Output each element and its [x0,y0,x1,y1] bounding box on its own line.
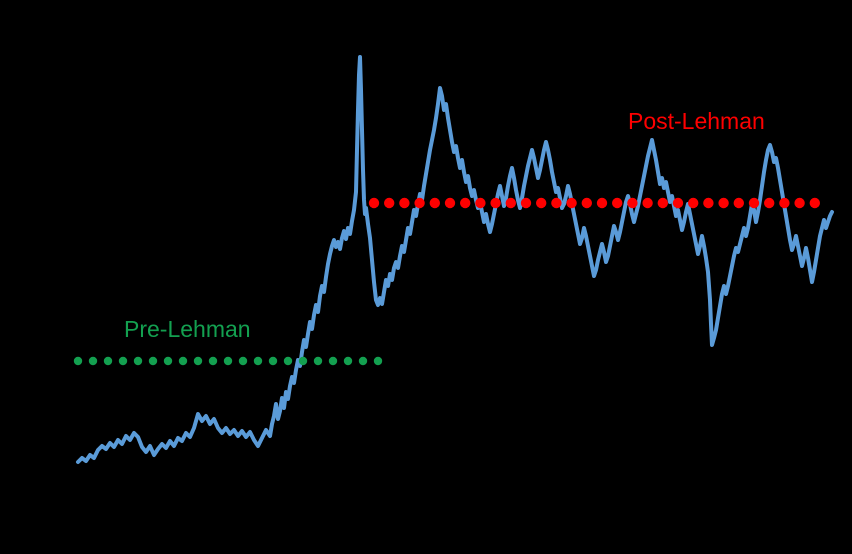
reference-line-dot [384,197,395,209]
reference-line-dot [764,197,775,209]
reference-line-dot [399,197,410,209]
reference-line-dot [368,197,380,209]
reference-line-dot [551,197,562,209]
reference-line-dot [460,197,471,209]
reference-line-dot [238,356,248,366]
reference-line-dot [208,356,218,366]
reference-line-dot [414,197,425,209]
reference-line-dot [779,197,790,209]
reference-line-dot [444,197,456,209]
reference-line-dot [718,197,729,209]
reference-line-dot [343,356,353,366]
post-lehman-annotation-label: Post-Lehman [628,108,765,134]
pre-lehman-annotation-label: Pre-Lehman [124,316,251,342]
reference-line-dot [253,356,263,366]
post-lehman-reference-line [368,197,820,209]
reference-line-dot [178,356,188,366]
reference-line-dot [73,356,83,366]
reference-line-dot [373,356,383,366]
reference-line-dot [268,356,278,366]
reference-line-dot [505,197,516,209]
reference-line-dot [566,197,577,209]
reference-line-dot [163,356,173,366]
reference-line-dot [748,197,760,209]
reference-line-dot [358,356,368,366]
reference-line-dot [490,197,501,209]
reference-line-dot [642,197,653,209]
reference-line-dot [328,356,338,366]
reference-line-dot [596,197,608,209]
reference-line-dot [733,197,744,209]
reference-line-dot [520,197,532,209]
reference-line-dot [672,197,684,209]
reference-line-dot [283,356,293,366]
reference-line-dot [148,356,158,366]
reference-line-dot [627,197,638,209]
reference-line-dot [193,356,203,366]
reference-line-dot [809,197,820,209]
reference-line-dot [475,197,486,209]
reference-line-dot [223,356,233,366]
reference-line-dot [88,356,98,366]
reference-line-dot [581,197,592,209]
reference-line-dot [298,356,308,366]
reference-line-dot [688,197,699,209]
reference-line-dot [536,197,547,209]
reference-line-dot [133,356,143,366]
reference-line-dot [313,356,323,366]
reference-line-dot [429,197,440,209]
data-series-line [76,55,834,464]
reference-line-dot [794,197,805,209]
reference-line-dot [118,356,128,366]
reference-line-dot [657,197,668,209]
pre-lehman-reference-line [73,356,383,366]
reference-line-dot [612,197,623,209]
reference-line-dot [703,197,714,209]
reference-line-dot [103,356,113,366]
